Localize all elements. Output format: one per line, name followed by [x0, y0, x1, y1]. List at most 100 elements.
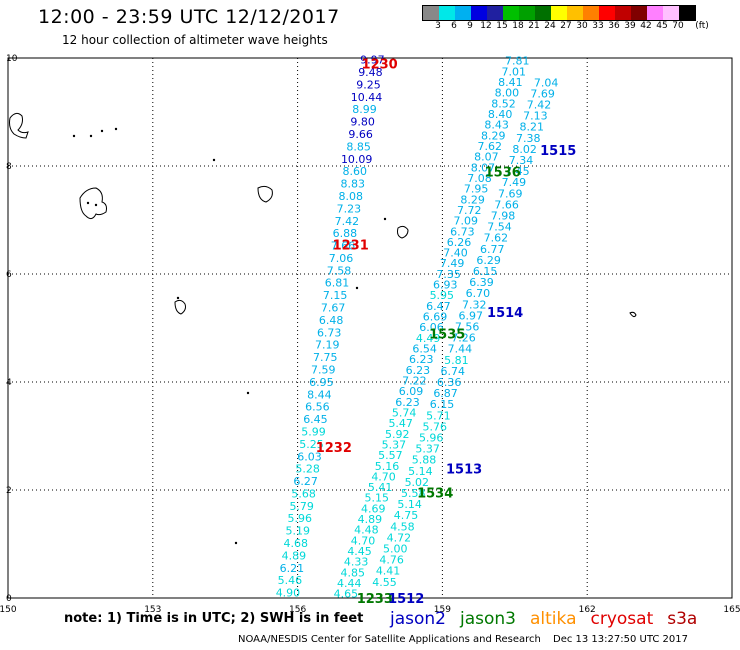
wave-height-value: 9.97 — [360, 54, 385, 67]
islet — [383, 217, 387, 221]
page-title: 12:00 - 23:59 UTC 12/12/2017 — [38, 6, 340, 28]
wave-height-value: 10.44 — [351, 91, 383, 104]
wave-height-value: 7.13 — [523, 110, 548, 123]
wave-height-value: 6.39 — [469, 276, 494, 289]
wave-height-value: 7.67 — [321, 302, 346, 315]
scale-swatch — [487, 6, 503, 20]
wave-height-value: 5.46 — [278, 574, 303, 587]
scale-tick-label: 39 — [624, 21, 636, 31]
wave-height-value: 5.00 — [383, 543, 408, 556]
x-tick-label: 159 — [434, 605, 451, 615]
islet — [176, 296, 180, 300]
island-outline — [397, 225, 409, 239]
y-tick-label: 4 — [6, 378, 12, 388]
wave-height-value: 6.56 — [305, 401, 330, 414]
scale-tick-label: 15 — [496, 21, 508, 31]
scale-tick-label: 70 — [672, 21, 684, 31]
scale-unit-label: (ft) — [695, 21, 709, 31]
scale-swatch — [535, 6, 551, 20]
islet — [212, 158, 216, 162]
scale-tick-label: 9 — [467, 21, 473, 31]
scale-tick-label: 27 — [560, 21, 572, 31]
y-tick-label: 6 — [6, 270, 12, 280]
island-outline — [257, 185, 273, 203]
wave-height-value: 6.36 — [437, 376, 462, 389]
wave-height-value: 7.19 — [315, 339, 340, 352]
y-tick-label: 10 — [6, 54, 18, 64]
wave-height-value: 6.03 — [297, 450, 322, 463]
islet — [100, 129, 104, 133]
scale-tick-label: 18 — [512, 21, 524, 31]
timestamp: Dec 13 13:27:50 UTC 2017 — [553, 634, 688, 645]
wave-height-value: 7.40 — [443, 247, 468, 260]
wave-height-value: 7.98 — [491, 210, 516, 223]
island-outline — [9, 112, 29, 139]
wave-height-value: 4.48 — [354, 524, 379, 537]
scale-swatch — [663, 6, 679, 20]
wave-height-value: 6.70 — [466, 287, 491, 300]
wave-height-value: 4.45 — [347, 545, 372, 558]
scale-tick-label: 36 — [608, 21, 620, 31]
wave-height-value: 8.07 — [474, 151, 499, 164]
wave-height-value: 4.58 — [390, 520, 415, 533]
scale-swatch — [583, 6, 599, 20]
scale-swatch — [631, 6, 647, 20]
wave-height-value: 6.77 — [480, 243, 505, 256]
wave-height-value: 6.23 — [395, 396, 420, 409]
legend-cryosat: cryosat — [590, 609, 654, 629]
wave-height-value: 6.48 — [319, 314, 344, 327]
wave-height-value: 7.59 — [311, 363, 336, 376]
wave-height-value: 5.95 — [430, 289, 455, 302]
wave-height-value: 8.60 — [342, 165, 367, 178]
wave-height-value: 7.26 — [451, 332, 476, 345]
scale-swatch — [615, 6, 631, 20]
wave-height-value: 7.35 — [436, 268, 461, 281]
wave-height-value: 5.99 — [301, 425, 326, 438]
wave-height-value: 6.09 — [399, 385, 424, 398]
wave-height-value: 5.14 — [397, 498, 422, 511]
scale-swatch — [599, 6, 615, 20]
wave-height-value: 8.40 — [488, 108, 513, 121]
wave-height-value: 6.29 — [476, 254, 501, 267]
wave-height-value: 4.90 — [276, 587, 301, 600]
islet — [355, 286, 359, 290]
wave-height-value: 8.85 — [346, 140, 371, 153]
wave-height-value: 5.02 — [405, 476, 430, 489]
island-outline — [174, 299, 186, 315]
wave-height-value: 4.89 — [358, 513, 383, 526]
pass-number-label: 1232 — [316, 441, 352, 456]
wave-height-value: 4.85 — [340, 566, 365, 579]
wave-height-value: 6.23 — [409, 353, 434, 366]
x-tick-label: 153 — [144, 605, 161, 615]
wave-height-value: 5.41 — [368, 481, 393, 494]
scale-swatch — [551, 6, 567, 20]
credit-line: NOAA/NESDIS Center for Satellite Applica… — [238, 634, 541, 645]
wave-height-value: 8.29 — [460, 193, 485, 206]
wave-height-value: 7.38 — [516, 132, 541, 145]
wave-height-value: 4.68 — [284, 537, 309, 550]
wave-height-value: 4.70 — [351, 534, 376, 547]
scale-swatch — [471, 6, 487, 20]
wave-height-value: 7.42 — [335, 215, 360, 228]
wave-height-value: 5.81 — [444, 354, 469, 367]
wave-height-value: 4.70 — [371, 470, 396, 483]
wave-height-value: 8.29 — [481, 129, 506, 142]
wave-height-value: 4.69 — [361, 502, 386, 515]
wave-height-value: 6.06 — [419, 321, 444, 334]
wave-height-value: 5.92 — [385, 428, 410, 441]
wave-height-value: 6.23 — [406, 364, 431, 377]
wave-height-value: 6.93 — [433, 279, 458, 292]
wave-height-value: 7.32 — [462, 298, 487, 311]
wave-height-value: 5.71 — [426, 409, 451, 422]
wave-height-value: 7.01 — [502, 65, 527, 78]
wave-height-value: 7.08 — [467, 172, 492, 185]
wave-height-value: 7.66 — [331, 240, 356, 253]
wave-height-value: 4.72 — [387, 531, 412, 544]
wave-height-value: 7.23 — [337, 202, 362, 215]
wave-height-value: 6.69 — [423, 311, 448, 324]
wave-height-value: 6.88 — [333, 227, 358, 240]
wave-height-value: 7.54 — [487, 221, 512, 234]
wave-height-value: 6.15 — [473, 265, 498, 278]
wave-height-value: 8.44 — [307, 388, 332, 401]
